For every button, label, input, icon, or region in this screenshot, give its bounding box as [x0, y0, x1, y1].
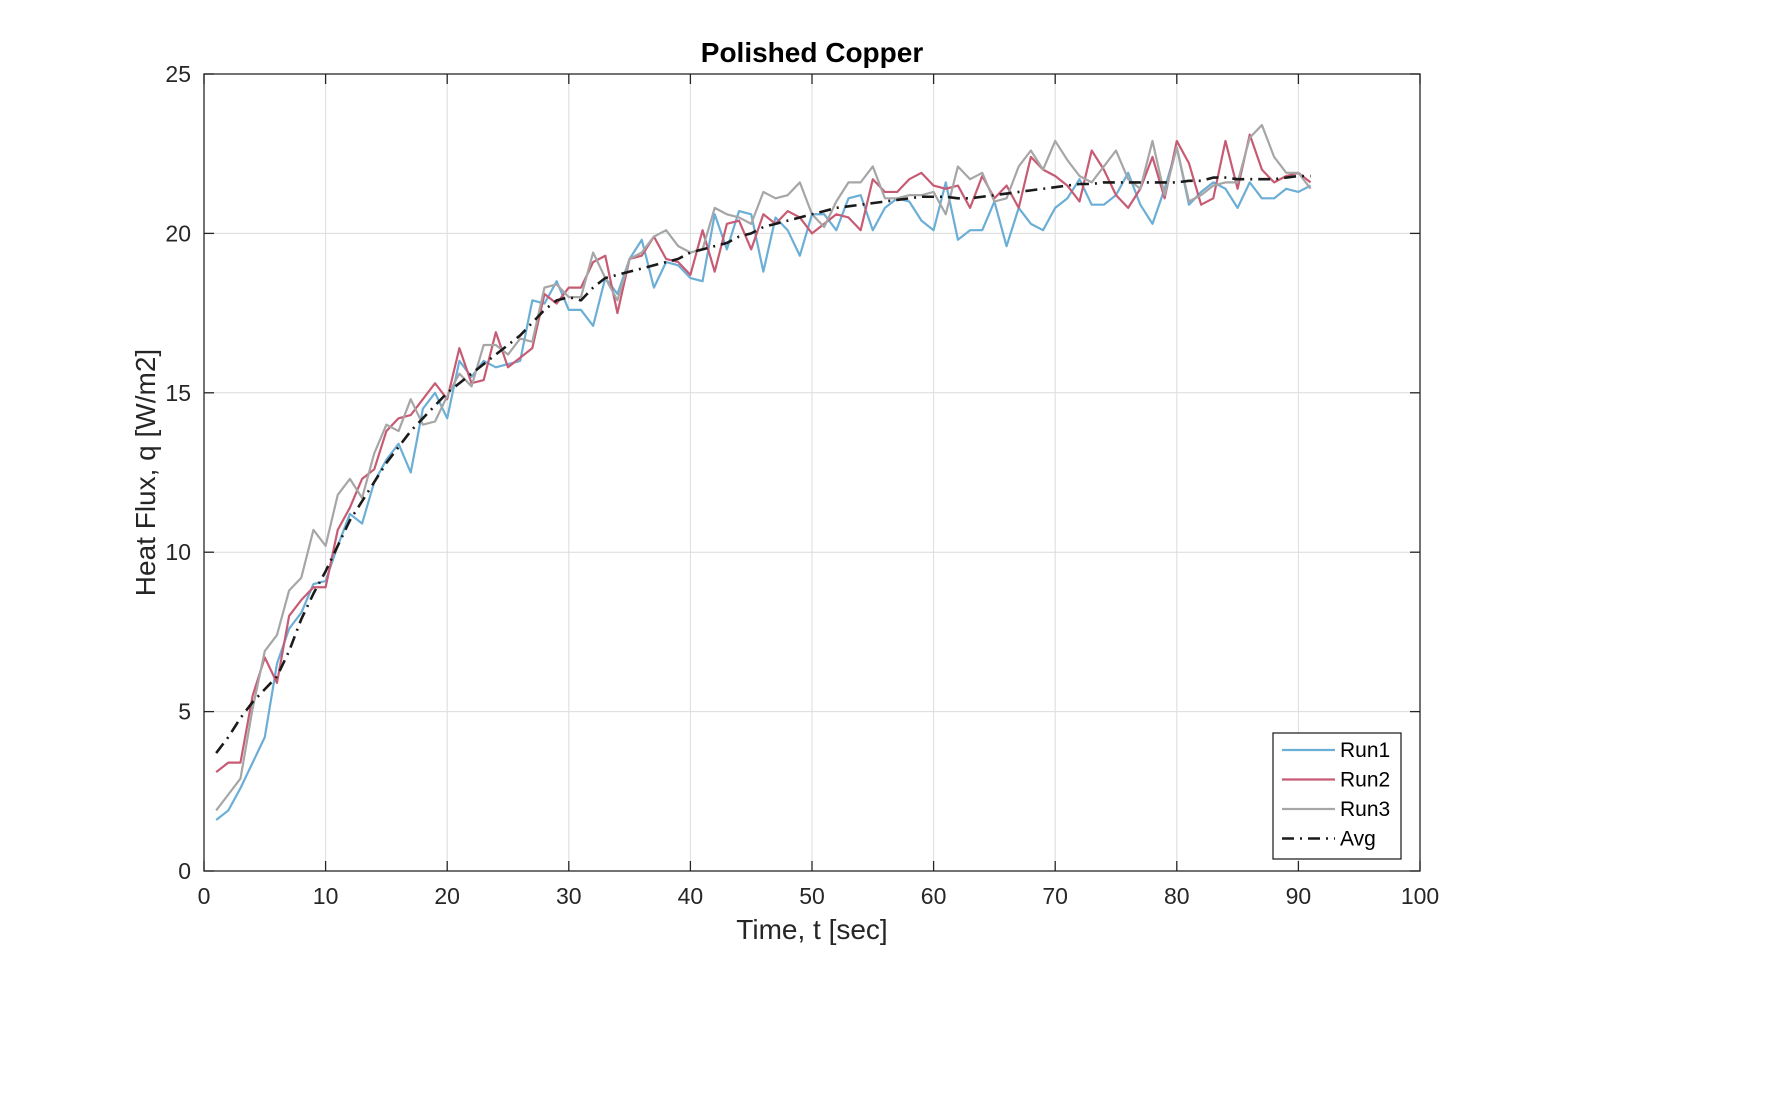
y-tick-label: 25 [165, 61, 191, 87]
x-tick-label: 10 [313, 883, 339, 909]
y-tick-label: 15 [165, 380, 191, 406]
x-tick-label: 50 [799, 883, 825, 909]
x-tick-label: 90 [1286, 883, 1312, 909]
x-tick-label: 30 [556, 883, 582, 909]
y-axis-label: Heat Flux, q [W/m2] [130, 349, 161, 596]
legend: Run1 Run2 Run3 Avg [1272, 732, 1402, 860]
y-tick-label: 0 [178, 858, 191, 884]
axis-ticks: 0 10 20 30 40 50 60 70 80 90 100 0 5 10 15 20 25 [165, 61, 1439, 909]
legend-label-run1: Run1 [1340, 739, 1390, 762]
legend-label-run2: Run2 [1340, 769, 1390, 792]
series-line-run1 [215, 146, 1312, 821]
y-tick-label: 5 [178, 699, 191, 725]
y-tick-label: 10 [165, 539, 191, 565]
legend-label-avg: Avg [1340, 828, 1376, 851]
plot-area: 0 10 20 30 40 50 60 70 80 90 100 0 5 10 15 20 25 [165, 61, 1439, 909]
x-tick-label: 70 [1042, 883, 1068, 909]
x-tick-label: 0 [198, 883, 211, 909]
series-line-run3 [215, 123, 1312, 812]
legend-label-run3: Run3 [1340, 798, 1390, 821]
legend-box [1272, 732, 1402, 860]
series-lines [215, 123, 1312, 821]
x-tick-label: 80 [1164, 883, 1190, 909]
series-line-run2 [215, 133, 1312, 774]
x-tick-label: 60 [921, 883, 947, 909]
x-tick-label: 20 [434, 883, 460, 909]
y-tick-label: 20 [165, 220, 191, 246]
chart-title: Polished Copper [701, 37, 924, 68]
x-axis-label: Time, t [sec] [736, 914, 887, 945]
x-tick-label: 40 [678, 883, 704, 909]
x-tick-label: 100 [1401, 883, 1439, 909]
